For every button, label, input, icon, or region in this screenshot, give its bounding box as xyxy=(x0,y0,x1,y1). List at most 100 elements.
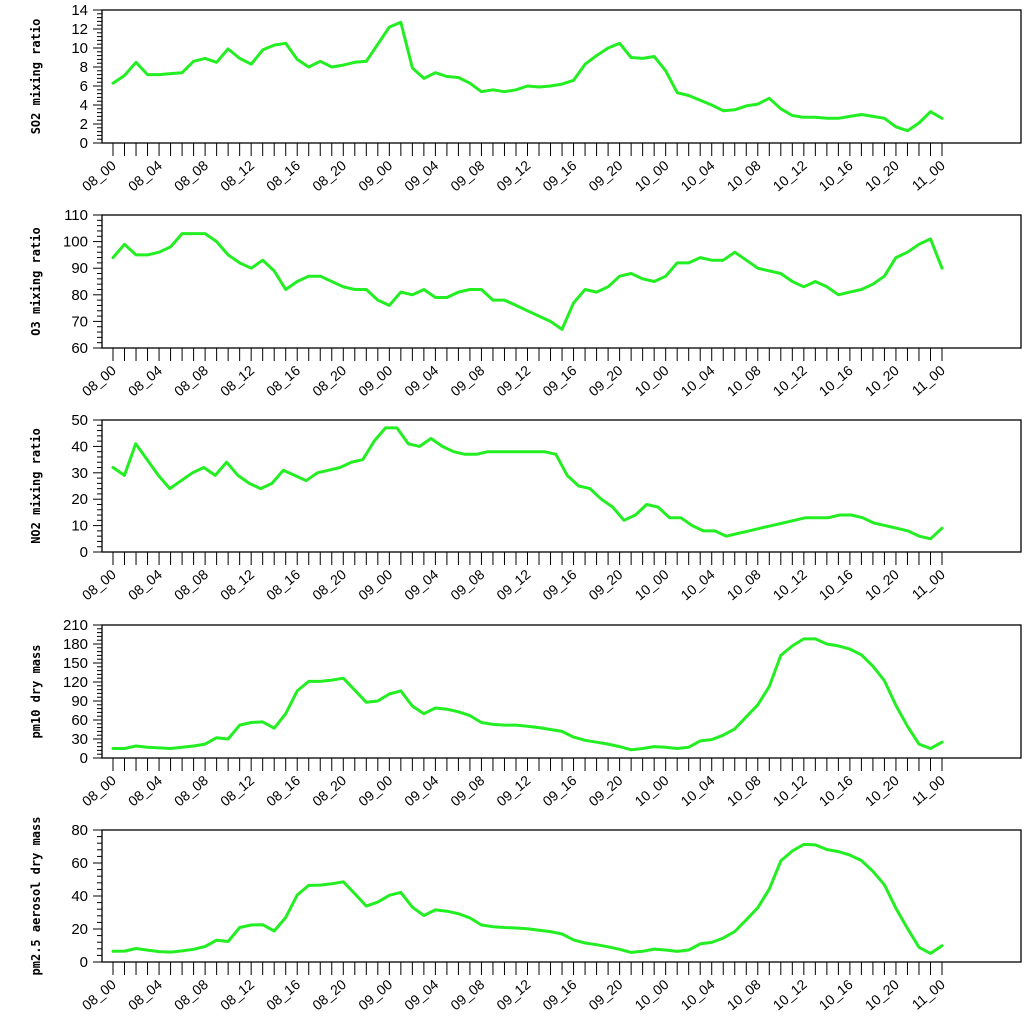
x-tick-label: 09_16 xyxy=(539,772,579,809)
x-tick-label: 10_20 xyxy=(862,157,902,194)
x-tick-label: 09_00 xyxy=(355,772,395,809)
x-tick-label: 09_04 xyxy=(401,772,441,809)
x-tick-label: 08_08 xyxy=(171,772,211,809)
x-tick-label: 09_20 xyxy=(585,976,625,1013)
x-tick-label: 09_04 xyxy=(401,157,441,194)
x-tick-label: 09_08 xyxy=(447,362,487,399)
x-tick-label: 10_16 xyxy=(816,566,856,603)
x-tick-label: 08_04 xyxy=(125,157,165,194)
x-tick-label: 08_00 xyxy=(79,976,119,1013)
x-tick-label: 08_20 xyxy=(309,566,349,603)
x-tick-label: 08_20 xyxy=(309,157,349,194)
x-tick-label: 10_08 xyxy=(724,976,764,1013)
x-tick-label: 08_00 xyxy=(79,362,119,399)
x-tick-label: 11_00 xyxy=(909,772,948,809)
x-tick-label: 10_20 xyxy=(862,566,902,603)
x-tick-label: 10_04 xyxy=(678,157,718,194)
x-tick-label: 08_20 xyxy=(309,362,349,399)
x-tick-label: 08_04 xyxy=(125,362,165,399)
y-axis-label: pm10 dry mass xyxy=(29,645,43,739)
x-tick-label: 09_08 xyxy=(447,772,487,809)
x-tick-label: 10_12 xyxy=(770,157,810,194)
x-tick-label: 09_12 xyxy=(493,772,533,809)
y-tick-label: 10 xyxy=(71,40,88,57)
x-tick-label: 08_16 xyxy=(263,772,303,809)
y-axis-label: pm2.5 aerosol dry mass xyxy=(29,817,43,976)
y-tick-label: 30 xyxy=(71,465,88,482)
y-tick-label: 70 xyxy=(71,313,88,330)
x-tick-label: 10_04 xyxy=(678,362,718,399)
x-tick-label: 09_20 xyxy=(585,362,625,399)
y-tick-label: 0 xyxy=(80,954,88,971)
plot-frame xyxy=(101,9,1022,144)
x-tick-label: 08_00 xyxy=(79,566,119,603)
x-tick-label: 08_12 xyxy=(217,976,257,1013)
x-tick-label: 10_04 xyxy=(678,566,718,603)
x-tick-label: 08_00 xyxy=(79,157,119,194)
y-axis-label: SO2 mixing ratio xyxy=(29,19,43,135)
x-tick-label: 08_20 xyxy=(309,772,349,809)
x-tick-label: 09_04 xyxy=(401,362,441,399)
x-tick-label: 09_12 xyxy=(493,362,533,399)
x-tick-label: 10_00 xyxy=(631,566,671,603)
series-line xyxy=(111,637,944,752)
y-tick-label: 4 xyxy=(80,97,88,114)
y-tick-label: 80 xyxy=(71,822,88,839)
y-axis-label: O3 mixing ratio xyxy=(29,227,43,335)
x-tick-label: 08_04 xyxy=(125,976,165,1013)
plot-frame xyxy=(101,829,1022,963)
x-tick-label: 08_04 xyxy=(125,566,165,603)
series-line xyxy=(111,842,944,955)
x-tick-label: 10_04 xyxy=(678,976,718,1013)
x-tick-label: 08_08 xyxy=(171,566,211,603)
y-tick-label: 120 xyxy=(63,674,88,691)
x-tick-label: 08_16 xyxy=(263,566,303,603)
y-tick-label: 20 xyxy=(71,921,88,938)
x-tick-label: 09_08 xyxy=(447,566,487,603)
x-tick-label: 08_12 xyxy=(217,362,257,399)
x-tick-label: 08_08 xyxy=(171,976,211,1013)
x-tick-label: 09_04 xyxy=(401,566,441,603)
y-tick-label: 0 xyxy=(80,544,88,561)
y-tick-label: 40 xyxy=(71,438,88,455)
plot-frame xyxy=(101,214,1022,349)
y-tick-label: 150 xyxy=(63,655,88,672)
x-tick-label: 09_00 xyxy=(355,157,395,194)
y-tick-label: 80 xyxy=(71,287,88,304)
x-tick-label: 08_08 xyxy=(171,157,211,194)
x-tick-label: 10_12 xyxy=(770,566,810,603)
x-tick-label: 09_12 xyxy=(493,976,533,1013)
x-tick-label: 10_08 xyxy=(724,362,764,399)
y-tick-label: 210 xyxy=(63,617,88,634)
y-axis-label: NO2 mixing ratio xyxy=(29,428,43,544)
x-tick-label: 10_12 xyxy=(770,976,810,1013)
x-tick-label: 11_00 xyxy=(909,157,948,194)
x-tick-label: 09_16 xyxy=(539,157,579,194)
x-tick-label: 10_12 xyxy=(770,772,810,809)
y-tick-label: 2 xyxy=(80,116,88,133)
x-tick-label: 09_12 xyxy=(493,157,533,194)
y-tick-label: 10 xyxy=(71,518,88,535)
series-line xyxy=(111,232,944,331)
x-tick-label: 10_00 xyxy=(631,157,671,194)
y-tick-label: 110 xyxy=(64,207,88,224)
x-tick-label: 10_20 xyxy=(862,772,902,809)
x-tick-label: 10_08 xyxy=(724,566,764,603)
y-tick-label: 90 xyxy=(71,693,88,710)
x-tick-label: 08_20 xyxy=(309,976,349,1013)
x-tick-label: 10_12 xyxy=(770,362,810,399)
y-tick-label: 6 xyxy=(80,78,88,95)
x-tick-label: 08_16 xyxy=(263,976,303,1013)
x-tick-label: 09_00 xyxy=(355,362,395,399)
x-tick-label: 08_16 xyxy=(263,362,303,399)
y-tick-label: 180 xyxy=(63,636,88,653)
series-line xyxy=(111,426,944,541)
x-tick-label: 09_16 xyxy=(539,976,579,1013)
x-tick-label: 08_12 xyxy=(217,157,257,194)
x-tick-label: 10_16 xyxy=(816,157,856,194)
x-tick-label: 10_00 xyxy=(631,362,671,399)
